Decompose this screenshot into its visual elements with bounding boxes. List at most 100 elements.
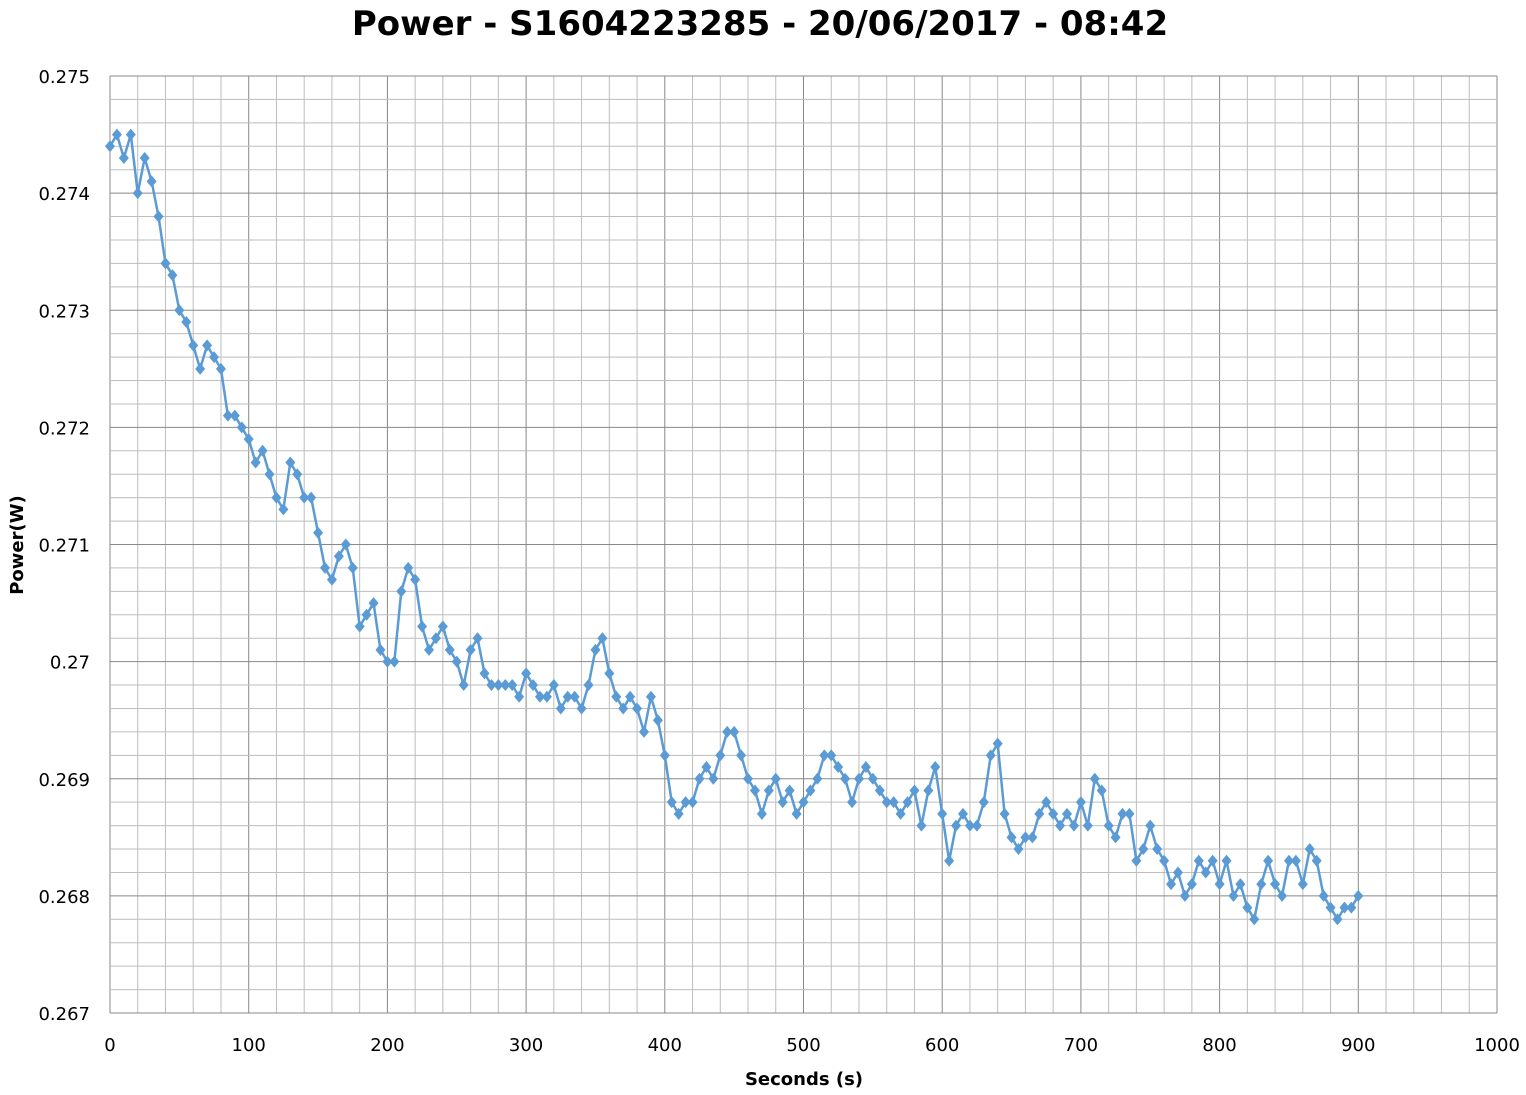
data-point-marker xyxy=(1131,854,1142,867)
data-point-marker xyxy=(860,761,871,774)
data-point-marker xyxy=(652,714,663,727)
data-point-marker xyxy=(729,725,740,738)
data-point-marker xyxy=(396,585,407,598)
data-point-marker xyxy=(354,620,365,633)
data-point-marker xyxy=(819,749,830,762)
data-point-marker xyxy=(1089,772,1100,785)
data-point-marker xyxy=(278,503,289,516)
x-tick-label: 0 xyxy=(104,1035,115,1056)
data-point-marker xyxy=(1013,843,1024,856)
data-point-marker xyxy=(951,819,962,832)
data-point-marker xyxy=(465,643,476,656)
data-point-marker xyxy=(306,491,317,504)
data-point-marker xyxy=(833,761,844,774)
data-point-marker xyxy=(361,608,372,621)
data-point-marker xyxy=(1214,878,1225,891)
data-point-marker xyxy=(826,749,837,762)
data-point-marker xyxy=(1062,807,1073,820)
data-point-marker xyxy=(743,772,754,785)
data-point-marker xyxy=(798,796,809,809)
data-point-marker xyxy=(451,655,462,668)
data-point-marker xyxy=(1332,913,1343,926)
data-point-marker xyxy=(1277,889,1288,902)
data-point-marker xyxy=(195,362,206,375)
data-point-marker xyxy=(611,690,622,703)
x-tick-label: 300 xyxy=(509,1035,543,1056)
data-point-marker xyxy=(313,526,324,539)
data-point-marker xyxy=(389,655,400,668)
data-point-marker xyxy=(847,796,858,809)
data-point-marker xyxy=(132,187,143,200)
data-point-marker xyxy=(958,807,969,820)
data-point-marker xyxy=(604,667,615,680)
x-axis-label: Seconds (s) xyxy=(745,1069,863,1090)
data-point-marker xyxy=(1124,807,1135,820)
data-point-marker xyxy=(1096,784,1107,797)
data-point-marker xyxy=(555,702,566,715)
data-point-marker xyxy=(1318,889,1329,902)
x-tick-label: 200 xyxy=(370,1035,404,1056)
data-point-marker xyxy=(576,702,587,715)
data-point-marker xyxy=(1297,878,1308,891)
data-point-marker xyxy=(382,655,393,668)
data-point-marker xyxy=(937,807,948,820)
data-point-marker xyxy=(701,761,712,774)
data-point-marker xyxy=(985,749,996,762)
data-point-marker xyxy=(1304,843,1315,856)
data-point-marker xyxy=(285,456,296,469)
y-tick-label: 0.271 xyxy=(38,536,90,557)
data-point-marker xyxy=(174,304,185,317)
x-tick-label: 400 xyxy=(648,1035,682,1056)
x-tick-label: 1000 xyxy=(1474,1035,1520,1056)
data-point-marker xyxy=(458,679,469,692)
data-point-marker xyxy=(153,210,164,223)
data-point-marker xyxy=(479,667,490,680)
data-point-marker xyxy=(1193,854,1204,867)
data-point-marker xyxy=(1172,866,1183,879)
data-point-marker xyxy=(160,257,171,270)
data-point-marker xyxy=(1048,807,1059,820)
data-point-marker xyxy=(1006,831,1017,844)
data-point-marker xyxy=(812,772,823,785)
data-point-marker xyxy=(229,409,240,422)
data-point-marker xyxy=(736,749,747,762)
data-point-marker xyxy=(763,784,774,797)
data-point-marker xyxy=(805,784,816,797)
data-point-marker xyxy=(1207,854,1218,867)
data-point-marker xyxy=(326,573,337,586)
data-point-marker xyxy=(188,339,199,352)
y-tick-label: 0.273 xyxy=(38,301,90,322)
data-point-marker xyxy=(840,772,851,785)
data-point-marker xyxy=(971,819,982,832)
grid xyxy=(109,75,1498,1014)
data-point-marker xyxy=(1027,831,1038,844)
y-tick-label: 0.274 xyxy=(38,184,90,205)
data-point-marker xyxy=(424,643,435,656)
data-point-marker xyxy=(181,315,192,328)
data-point-marker xyxy=(257,444,268,457)
data-point-marker xyxy=(146,175,157,188)
data-point-marker xyxy=(1228,889,1239,902)
data-point-marker xyxy=(215,362,226,375)
y-tick-label: 0.272 xyxy=(38,418,90,439)
data-point-marker xyxy=(1179,889,1190,902)
series-power xyxy=(105,128,1364,926)
data-point-marker xyxy=(1082,819,1093,832)
data-point-marker xyxy=(1242,901,1253,914)
data-point-marker xyxy=(507,679,518,692)
data-point-marker xyxy=(909,784,920,797)
data-point-marker xyxy=(673,807,684,820)
x-tick-label: 900 xyxy=(1341,1035,1375,1056)
series-line xyxy=(108,133,1360,921)
data-point-marker xyxy=(410,573,421,586)
data-point-marker xyxy=(486,679,497,692)
data-point-marker xyxy=(902,796,913,809)
data-point-marker xyxy=(548,679,559,692)
data-point-marker xyxy=(243,433,254,446)
data-point-marker xyxy=(111,128,122,141)
data-point-marker xyxy=(881,796,892,809)
data-point-marker xyxy=(521,667,532,680)
data-point-marker xyxy=(999,807,1010,820)
data-point-marker xyxy=(1346,901,1357,914)
